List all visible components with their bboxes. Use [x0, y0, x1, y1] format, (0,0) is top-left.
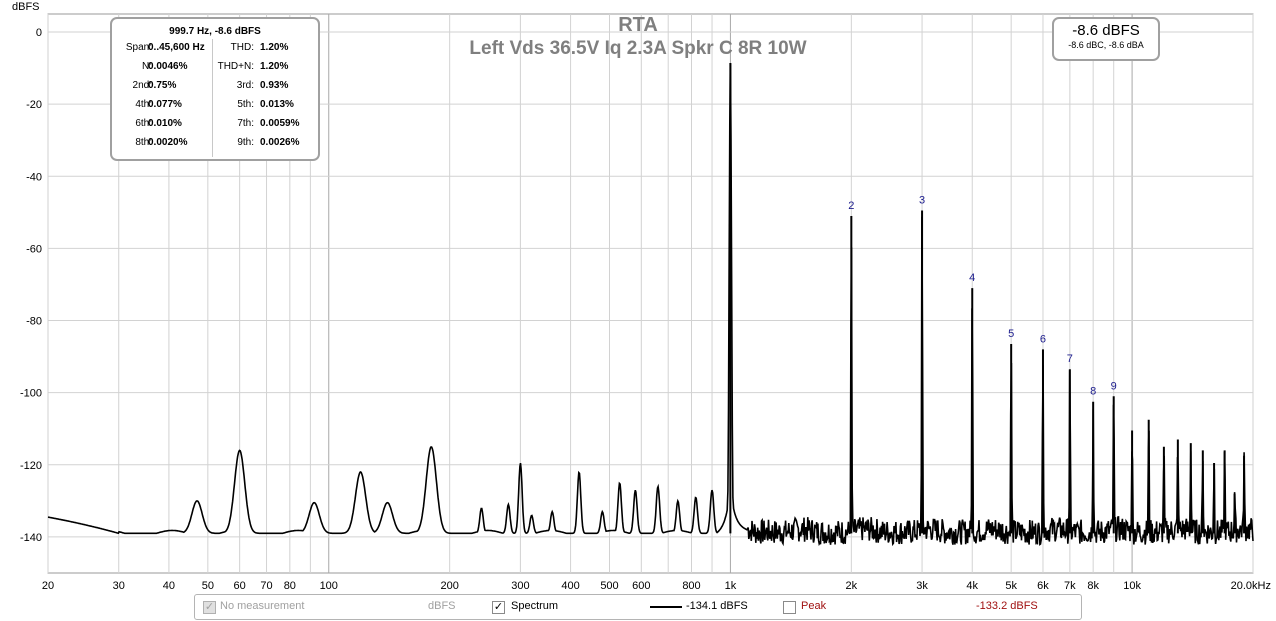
spectrum-checkbox[interactable]: ✓ — [492, 601, 505, 614]
spectrum-value: -134.1 dBFS — [686, 600, 748, 612]
y-tick-label: -80 — [26, 316, 42, 328]
x-tick-label: 5k — [1005, 580, 1017, 592]
thd-key: 3rd: — [236, 80, 254, 91]
x-tick-label: 4k — [966, 580, 978, 592]
x-tick-label: 60 — [234, 580, 246, 592]
thd-key: 5th: — [237, 99, 254, 110]
thd-key: Span: — [125, 42, 152, 53]
x-tick-label: 8k — [1087, 580, 1099, 592]
x-tick-label: 40 — [163, 580, 175, 592]
spectrum-line-swatch — [650, 606, 682, 608]
thd-value: 0.010% — [148, 118, 182, 129]
thd-value: 1.20% — [260, 61, 289, 72]
y-tick-label: 0 — [36, 27, 42, 39]
legend-bar: ✓ No measurement dBFS ✓ Spectrum -134.1 … — [194, 594, 1082, 620]
y-tick-label: -140 — [20, 532, 42, 544]
thd-row: N: 0.0046% THD+N: 1.20% — [112, 61, 318, 80]
peak-label: Peak — [801, 600, 827, 612]
x-tick-label: 50 — [202, 580, 214, 592]
x-tick-label: 800 — [682, 580, 700, 592]
thd-key: 4th: — [135, 99, 152, 110]
x-tick-label: 200 — [440, 580, 458, 592]
no-measurement-label: No measurement — [220, 600, 305, 612]
y-tick-label: -120 — [20, 460, 42, 472]
no-measurement-unit: dBFS — [428, 600, 456, 612]
x-tick-label: 2k — [846, 580, 858, 592]
harmonic-label: 7 — [1067, 353, 1073, 365]
thd-value: 0.0026% — [260, 137, 300, 148]
no-measurement-checkbox[interactable]: ✓ — [203, 601, 216, 614]
level-sub: -8.6 dBC, -8.6 dBA — [1068, 40, 1144, 50]
thd-key: 9th: — [237, 137, 254, 148]
thd-value: 0.077% — [148, 99, 182, 110]
thd-key: THD: — [230, 42, 254, 53]
y-axis-label: dBFS — [12, 1, 40, 13]
x-tick-label: 70 — [260, 580, 272, 592]
peak-value: -133.2 dBFS — [976, 600, 1038, 612]
thd-row: Span: 0..45,600 Hz THD: 1.20% — [112, 42, 318, 61]
thd-key: THD+N: — [217, 61, 254, 72]
peak-checkbox[interactable] — [783, 601, 796, 614]
x-tick-label: 7k — [1064, 580, 1076, 592]
x-tick-label: 100 — [320, 580, 338, 592]
thd-value: 0.93% — [260, 80, 289, 91]
level-readout-panel[interactable]: -8.6 dBFS -8.6 dBC, -8.6 dBA — [1052, 17, 1160, 61]
x-tick-label: 300 — [511, 580, 529, 592]
thd-value: 0.0046% — [148, 61, 188, 72]
thd-header: 999.7 Hz, -8.6 dBFS — [169, 26, 261, 37]
y-tick-label: -40 — [26, 171, 42, 183]
x-tick-label: 30 — [113, 580, 125, 592]
x-tick-label: 400 — [561, 580, 579, 592]
thd-divider — [212, 39, 213, 157]
harmonic-label: 3 — [919, 195, 925, 207]
x-tick-label: 20.0kHz — [1231, 580, 1271, 592]
chart-title: RTA — [618, 14, 658, 36]
level-main: -8.6 dBFS — [1072, 22, 1140, 39]
harmonic-label: 5 — [1008, 328, 1014, 340]
harmonic-label: 8 — [1090, 386, 1096, 398]
x-tick-label: 80 — [284, 580, 296, 592]
x-tick-label: 500 — [600, 580, 618, 592]
thd-row: 4th: 0.077% 5th: 0.013% — [112, 99, 318, 118]
chart-subtitle: Left Vds 36.5V Iq 2.3A Spkr C 8R 10W — [469, 38, 807, 59]
y-tick-label: -100 — [20, 388, 42, 400]
spectrum-label: Spectrum — [511, 600, 559, 612]
thd-key: N: — [142, 61, 152, 72]
thd-row: 2nd: 0.75% 3rd: 0.93% — [112, 80, 318, 99]
thd-key: 7th: — [237, 118, 254, 129]
thd-row: 6th: 0.010% 7th: 0.0059% — [112, 118, 318, 137]
x-tick-label: 10k — [1123, 580, 1141, 592]
thd-key: 6th: — [135, 118, 152, 129]
thd-key: 2nd: — [132, 80, 152, 91]
thd-key: 8th: — [135, 137, 152, 148]
thd-value: 0.75% — [148, 80, 177, 91]
harmonic-label: 4 — [969, 272, 975, 284]
x-tick-label: 20 — [42, 580, 54, 592]
harmonic-label: 2 — [848, 200, 854, 212]
x-tick-label: 600 — [632, 580, 650, 592]
thd-value: 0..45,600 Hz — [148, 42, 205, 53]
thd-readout-panel[interactable]: 999.7 Hz, -8.6 dBFS Span: 0..45,600 Hz THD… — [110, 17, 320, 161]
thd-value: 1.20% — [260, 42, 289, 53]
harmonic-label: 6 — [1040, 333, 1046, 345]
y-tick-label: -20 — [26, 99, 42, 111]
thd-value: 0.0020% — [148, 137, 188, 148]
thd-row: 8th: 0.0020% 9th: 0.0026% — [112, 137, 318, 156]
thd-value: 0.013% — [260, 99, 294, 110]
x-tick-label: 1k — [725, 580, 737, 592]
x-tick-label: 3k — [916, 580, 928, 592]
y-tick-label: -60 — [26, 243, 42, 255]
spectrum-trace — [47, 63, 1254, 547]
thd-value: 0.0059% — [260, 118, 300, 129]
x-tick-label: 6k — [1037, 580, 1049, 592]
harmonic-label: 9 — [1111, 380, 1117, 392]
